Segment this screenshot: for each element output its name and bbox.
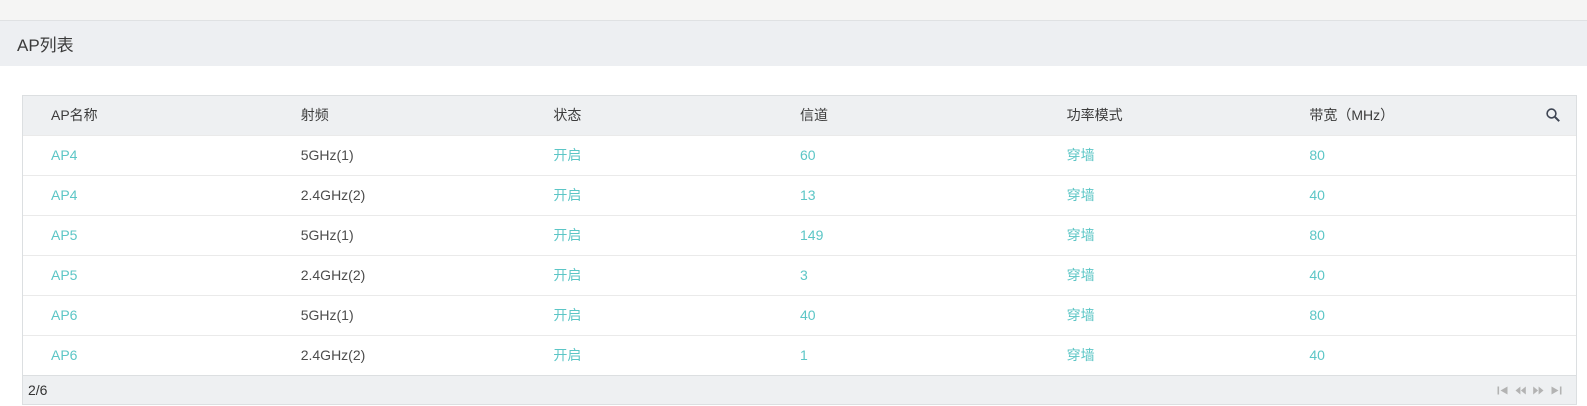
ap-name-link[interactable]: AP5	[23, 254, 273, 295]
bandwidth-link[interactable]: 40	[1281, 174, 1576, 215]
ap-name-link[interactable]: AP6	[23, 334, 273, 375]
channel-link[interactable]: 3	[772, 254, 1039, 295]
power-mode-link[interactable]: 穿墙	[1038, 214, 1282, 255]
power-mode-link[interactable]: 穿墙	[1038, 334, 1282, 375]
channel-link[interactable]: 13	[772, 174, 1039, 215]
section-header: AP列表	[0, 20, 1587, 66]
status-link[interactable]: 开启	[525, 174, 772, 215]
column-header-radio: 射频	[272, 96, 526, 135]
power-mode-link[interactable]: 穿墙	[1038, 294, 1282, 335]
table-row: AP4 5GHz(1) 开启 60 穿墙 80	[23, 134, 1576, 175]
status-link[interactable]: 开启	[525, 334, 772, 375]
status-link[interactable]: 开启	[525, 294, 772, 335]
ap-name-link[interactable]: AP6	[23, 294, 273, 335]
radio-cell: 5GHz(1)	[272, 214, 526, 255]
last-page-icon[interactable]	[1551, 386, 1562, 395]
radio-cell: 2.4GHz(2)	[272, 174, 526, 215]
channel-link[interactable]: 40	[772, 294, 1039, 335]
bandwidth-link[interactable]: 40	[1281, 334, 1576, 375]
table-header-row: AP名称 射频 状态 信道 功率模式 带宽（MHz）	[23, 96, 1576, 135]
status-link[interactable]: 开启	[525, 214, 772, 255]
next-page-icon[interactable]	[1533, 386, 1544, 395]
ap-name-link[interactable]: AP5	[23, 214, 273, 255]
table-row: AP6 2.4GHz(2) 开启 1 穿墙 40	[23, 334, 1576, 375]
page-indicator: 2/6	[28, 382, 48, 398]
radio-cell: 5GHz(1)	[272, 294, 526, 335]
search-icon[interactable]	[1544, 106, 1562, 124]
column-header-channel: 信道	[772, 96, 1039, 135]
table-row: AP5 5GHz(1) 开启 149 穿墙 80	[23, 214, 1576, 255]
ap-name-link[interactable]: AP4	[23, 174, 273, 215]
bandwidth-link[interactable]: 40	[1281, 254, 1576, 295]
table-row: AP5 2.4GHz(2) 开启 3 穿墙 40	[23, 254, 1576, 295]
bandwidth-link[interactable]: 80	[1281, 214, 1576, 255]
table-row: AP6 5GHz(1) 开启 40 穿墙 80	[23, 294, 1576, 335]
ap-name-link[interactable]: AP4	[23, 134, 273, 175]
radio-cell: 2.4GHz(2)	[272, 254, 526, 295]
table-footer: 2/6	[23, 375, 1576, 404]
top-strip	[0, 0, 1587, 20]
radio-cell: 2.4GHz(2)	[272, 334, 526, 375]
power-mode-link[interactable]: 穿墙	[1038, 174, 1282, 215]
column-header-bandwidth: 带宽（MHz）	[1281, 96, 1576, 135]
first-page-icon[interactable]	[1497, 386, 1508, 395]
table-row: AP4 2.4GHz(2) 开启 13 穿墙 40	[23, 174, 1576, 215]
radio-cell: 5GHz(1)	[272, 134, 526, 175]
column-header-ap-name: AP名称	[23, 96, 273, 135]
page-title: AP列表	[17, 36, 74, 55]
bandwidth-link[interactable]: 80	[1281, 294, 1576, 335]
status-link[interactable]: 开启	[525, 134, 772, 175]
previous-page-icon[interactable]	[1515, 386, 1526, 395]
column-header-status: 状态	[525, 96, 772, 135]
power-mode-link[interactable]: 穿墙	[1038, 254, 1282, 295]
channel-link[interactable]: 1	[772, 334, 1039, 375]
bandwidth-link[interactable]: 80	[1281, 134, 1576, 175]
power-mode-link[interactable]: 穿墙	[1038, 134, 1282, 175]
column-header-power-mode: 功率模式	[1038, 96, 1282, 135]
channel-link[interactable]: 149	[772, 214, 1039, 255]
content-area: AP名称 射频 状态 信道 功率模式 带宽（MHz）	[0, 66, 1587, 405]
ap-list-table: AP名称 射频 状态 信道 功率模式 带宽（MHz）	[22, 95, 1577, 405]
channel-link[interactable]: 60	[772, 134, 1039, 175]
pagination-controls	[1497, 386, 1562, 395]
status-link[interactable]: 开启	[525, 254, 772, 295]
